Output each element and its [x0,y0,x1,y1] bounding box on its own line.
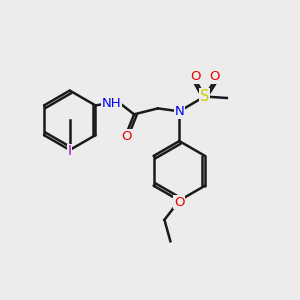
Text: O: O [210,70,220,83]
Text: S: S [200,89,209,104]
Text: O: O [122,130,132,143]
Text: N: N [174,105,184,118]
Text: O: O [190,70,201,83]
Text: NH: NH [102,98,122,110]
Text: O: O [174,196,184,208]
Text: I: I [68,145,72,158]
